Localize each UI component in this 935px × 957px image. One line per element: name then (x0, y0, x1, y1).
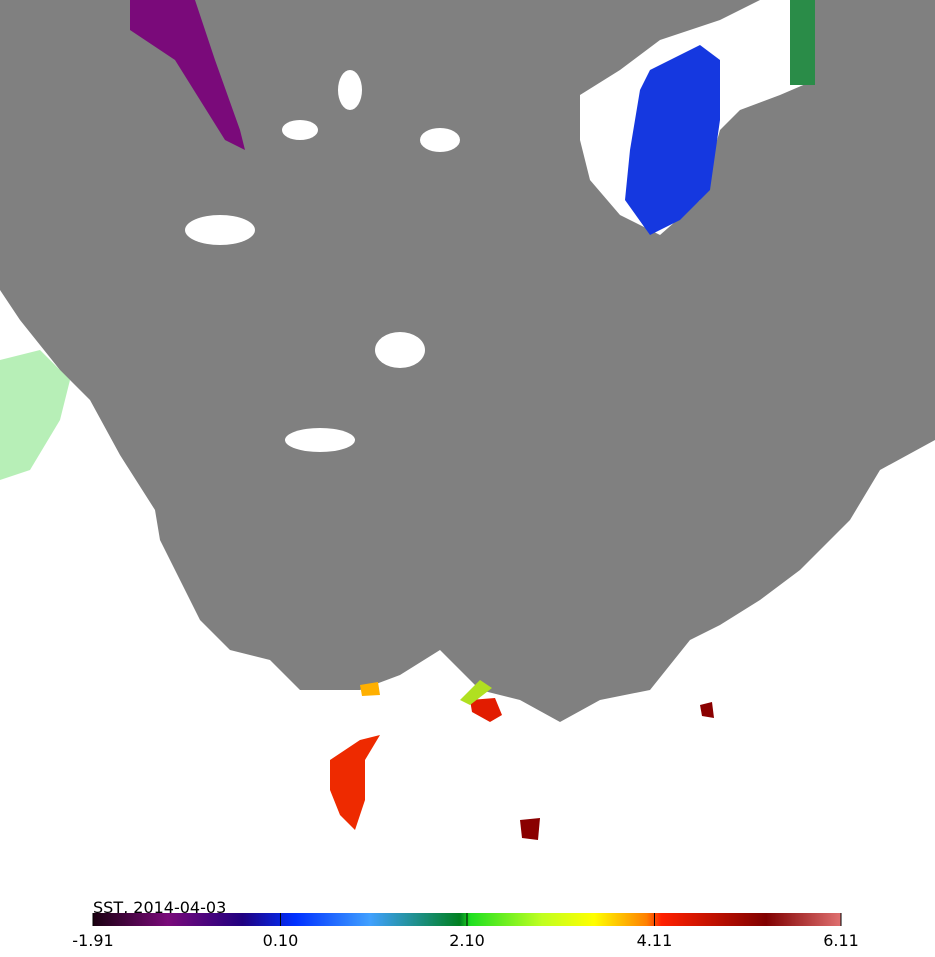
sst-patch (520, 818, 540, 840)
lake (338, 70, 362, 110)
lake (285, 428, 355, 452)
lake (185, 215, 255, 245)
lake (420, 128, 460, 152)
colorbar-title: SST, 2014-04-03 (93, 898, 226, 917)
sst-patch (700, 702, 714, 718)
colorbar-tick-label: 2.10 (449, 931, 485, 950)
lake (375, 332, 425, 368)
lake (282, 120, 318, 140)
colorbar-tick-label: 0.10 (263, 931, 299, 950)
sst-patch (470, 698, 502, 722)
sst-patch (625, 45, 720, 235)
sst-patch (130, 0, 245, 150)
sst-patch (790, 0, 815, 85)
colorbar-tick-label: 6.11 (823, 931, 859, 950)
sst-patch (330, 735, 380, 830)
sst-patch (460, 680, 492, 705)
colorbar-tick-label: -1.91 (72, 931, 113, 950)
colorbar-tick-label: 4.11 (637, 931, 673, 950)
sst-patch (0, 350, 70, 480)
sst-patch (360, 682, 380, 696)
